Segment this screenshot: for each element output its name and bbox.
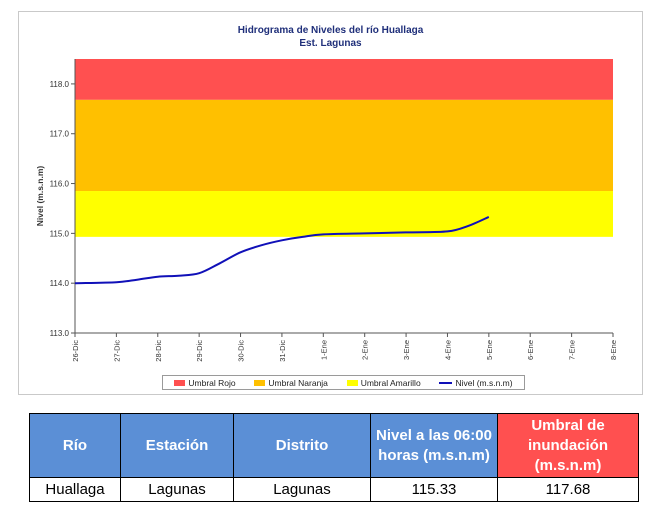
legend-swatch-naranja (254, 379, 266, 386)
x-tick-label: 26-Dic (71, 340, 80, 362)
chart-container: 113.0 114.0 115.0 116.0 117.0 118.0 Nivel (m.s… (18, 11, 643, 395)
level-table: Río Estación Distrito Nivel a las 06:00 … (29, 413, 639, 502)
x-tick-label: 8-Ene (609, 340, 618, 360)
x-tick-label: 29-Dic (195, 340, 204, 362)
legend-line-nivel (439, 381, 453, 384)
y-tick-label: 117.0 (50, 130, 70, 139)
legend-item-nivel: Nivel (m.s.n.m) (439, 377, 513, 388)
y-axis-title: Nivel (m.s.n.m) (35, 166, 45, 227)
x-tick-label: 4-Ene (443, 340, 452, 360)
chart-subtitle: Est. Lagunas (299, 38, 362, 49)
chart-legend: Umbral Rojo Umbral Naranja Umbral Amaril… (162, 375, 525, 390)
x-tick-label: 31-Dic (278, 340, 287, 362)
legend-swatch-rojo (174, 379, 186, 386)
cell-distrito: Lagunas (233, 477, 371, 502)
header-estacion: Estación (120, 413, 234, 478)
x-tick-label: 1-Ene (319, 340, 328, 360)
x-tick-label: 5-Ene (485, 340, 494, 360)
cell-rio: Huallaga (29, 477, 121, 502)
x-tick-label: 2-Ene (361, 340, 370, 360)
cell-umbral: 117.68 (497, 477, 639, 502)
cell-nivel: 115.33 (370, 477, 498, 502)
threshold-band-0 (75, 59, 613, 100)
x-tick-label: 3-Ene (402, 340, 411, 360)
header-rio: Río (29, 413, 121, 478)
x-tick-label: 7-Ene (568, 340, 577, 360)
x-tick-label: 6-Ene (526, 340, 535, 360)
x-tick-label: 30-Dic (237, 340, 246, 362)
y-tick-label: 118.0 (50, 80, 70, 89)
y-tick-label: 113.0 (50, 329, 70, 338)
y-tick-label: 114.0 (50, 279, 70, 288)
x-tick-label: 28-Dic (154, 340, 163, 362)
cell-estacion: Lagunas (120, 477, 234, 502)
header-distrito: Distrito (233, 413, 371, 478)
table-row: Huallaga Lagunas Lagunas 115.33 117.68 (29, 477, 639, 502)
legend-swatch-amarillo (346, 379, 358, 386)
chart-title: Hidrograma de Niveles del río Huallaga (237, 25, 424, 36)
table-header-row: Río Estación Distrito Nivel a las 06:00 … (29, 413, 639, 478)
legend-item-amarillo: Umbral Amarillo (346, 377, 421, 388)
series-line-0 (74, 215, 490, 285)
chart-plot: 113.0 114.0 115.0 116.0 117.0 118.0 Nivel (m.s… (35, 59, 618, 362)
legend-label-rojo: Umbral Rojo (188, 377, 236, 388)
header-nivel: Nivel a las 06:00 horas (m.s.n.m) (370, 413, 498, 478)
legend-label-amarillo: Umbral Amarillo (360, 377, 421, 388)
threshold-band-2 (75, 191, 613, 237)
legend-label-nivel: Nivel (m.s.n.m) (455, 377, 513, 388)
x-tick-label: 27-Dic (112, 340, 121, 362)
y-tick-label: 116.0 (50, 180, 70, 189)
y-tick-label: 115.0 (50, 229, 70, 238)
header-umbral: Umbral de inundación (m.s.n.m) (497, 413, 639, 478)
threshold-band-1 (75, 99, 613, 192)
legend-item-naranja: Umbral Naranja (254, 378, 328, 388)
legend-item-rojo: Umbral Rojo (174, 377, 236, 388)
legend-label-naranja: Umbral Naranja (268, 377, 328, 388)
